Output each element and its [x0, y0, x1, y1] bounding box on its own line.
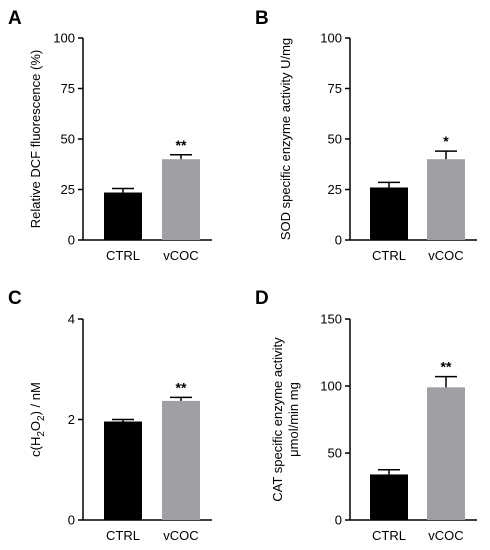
y-tick-label: 50: [328, 132, 342, 147]
y-tick-label: 100: [320, 379, 342, 394]
y-tick-label: 0: [335, 233, 342, 248]
y-tick-label: 0: [68, 513, 75, 528]
panel-b: B 0 25 50 75 100 CTRL * vCOC SOD specific enzyme …: [255, 8, 477, 263]
y-tick-label: 75: [61, 81, 75, 96]
y-axis-title-line1: CAT specific enzyme activity: [270, 337, 285, 502]
y-axis-title-part: O: [28, 421, 43, 431]
bar-vcoc: [427, 159, 465, 240]
panel-d: D 0 50 100 150 CTRL ** vCOC CAT specific enzyme …: [255, 288, 477, 543]
x-category-label: vCOC: [428, 528, 463, 543]
x-category-label: CTRL: [372, 528, 406, 543]
bar-vcoc: [162, 159, 200, 240]
y-tick-label: 25: [61, 182, 75, 197]
y-tick-label: 150: [320, 312, 342, 327]
bar-ctrl: [370, 474, 408, 520]
y-tick-label: 75: [328, 81, 342, 96]
y-axis-title-line2: μmol/min mg: [286, 382, 301, 457]
panel-letter: D: [255, 288, 269, 309]
y-tick-label: 2: [68, 412, 75, 427]
bar-vcoc: [427, 387, 465, 520]
y-tick-label: 25: [328, 182, 342, 197]
y-tick-label: 0: [68, 233, 75, 248]
bar-vcoc: [162, 400, 200, 520]
significance-label: **: [176, 137, 187, 153]
y-tick-label: 100: [53, 31, 75, 46]
y-tick-label: 0: [335, 513, 342, 528]
significance-label: **: [176, 379, 187, 395]
panel-letter: B: [255, 8, 269, 29]
y-tick-label: 100: [320, 31, 342, 46]
bar-ctrl: [104, 192, 142, 240]
y-tick-label: 4: [68, 312, 75, 327]
y-axis-title-part: ) / nM: [28, 382, 43, 415]
x-category-label: vCOC: [163, 248, 198, 263]
bar-ctrl: [370, 187, 408, 240]
bar-ctrl: [104, 421, 142, 520]
y-axis-title-part: 2: [36, 431, 47, 437]
panel-letter: A: [8, 8, 22, 29]
panel-a: A 0 25 50 75 100 CTRL ** vCOC Relative DCF fluore…: [8, 8, 212, 263]
x-category-label: vCOC: [428, 248, 463, 263]
significance-label: *: [443, 133, 449, 149]
y-tick-label: 50: [61, 132, 75, 147]
x-category-label: vCOC: [163, 528, 198, 543]
y-axis-title-part: 2: [36, 415, 47, 421]
significance-label: **: [441, 359, 452, 375]
y-tick-label: 50: [328, 446, 342, 461]
x-category-label: CTRL: [106, 248, 140, 263]
y-axis-title: Relative DCF fluorescence (%): [28, 50, 43, 228]
x-category-label: CTRL: [106, 528, 140, 543]
y-axis-title: c(H2O2) / nM: [28, 382, 47, 457]
y-axis-title: SOD specific enzyme activity U/mg: [278, 38, 293, 240]
y-axis-title-part: c(H: [28, 437, 43, 457]
panel-letter: C: [8, 288, 22, 309]
x-category-label: CTRL: [372, 248, 406, 263]
